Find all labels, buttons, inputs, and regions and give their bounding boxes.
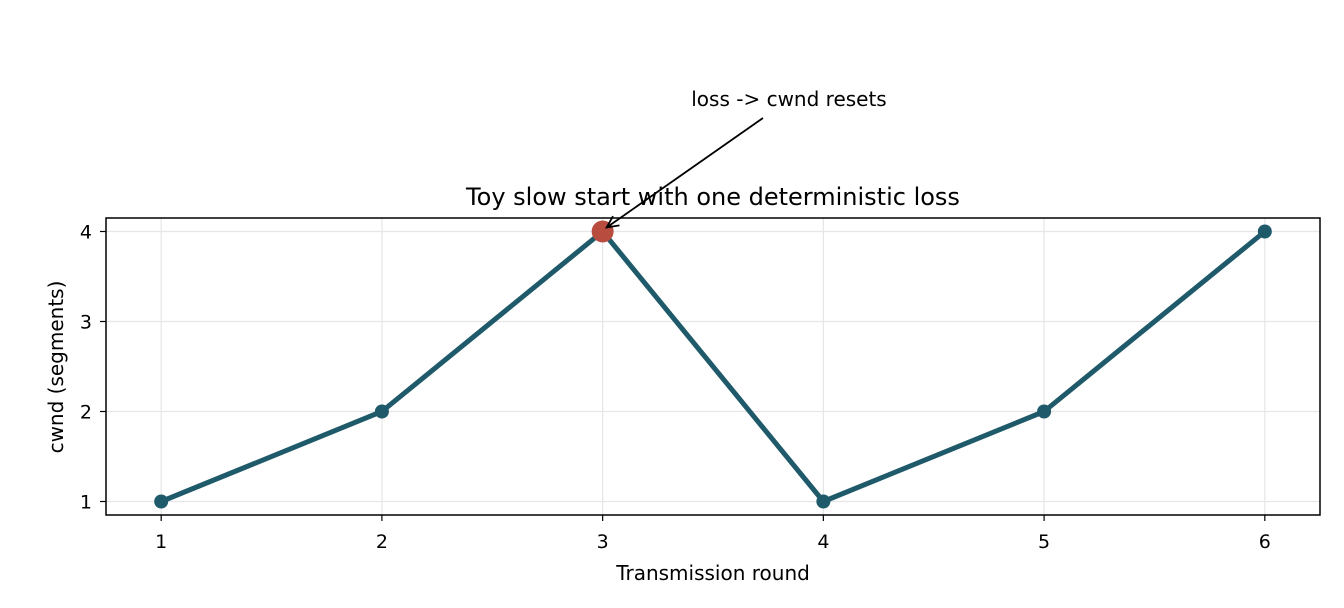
series-line (158, 229, 1268, 504)
data-point (154, 494, 169, 509)
data-point (374, 404, 389, 419)
series (154, 220, 1272, 509)
annotation: loss -> cwnd resets (604, 87, 887, 229)
axis-ticks: 1 2 3 4 5 6 1 2 3 4 (80, 222, 1271, 554)
x-tick-label: 4 (817, 531, 829, 553)
y-axis-label: cwnd (segments) (44, 281, 68, 454)
annotation-arrowhead (604, 215, 620, 229)
data-point (1037, 404, 1052, 419)
x-axis-label: Transmission round (615, 561, 810, 585)
plot-frame (105, 217, 1321, 516)
x-tick-label: 5 (1038, 531, 1050, 553)
chart-title: Toy slow start with one deterministic lo… (465, 183, 960, 211)
loss-marker (591, 220, 614, 243)
x-tick-label: 2 (376, 531, 388, 553)
annotation-arrow (606, 117, 764, 229)
y-tick-label: 1 (80, 492, 92, 514)
x-tick-label: 6 (1259, 531, 1271, 553)
grid (106, 218, 1320, 515)
y-tick-label: 4 (80, 222, 92, 244)
data-point (1257, 224, 1272, 239)
x-tick-label: 3 (597, 531, 609, 553)
annotation-text: loss -> cwnd resets (691, 87, 886, 111)
y-tick-label: 3 (80, 312, 92, 334)
data-point (816, 494, 831, 509)
x-tick-label: 1 (155, 531, 167, 553)
y-tick-label: 2 (80, 402, 92, 424)
